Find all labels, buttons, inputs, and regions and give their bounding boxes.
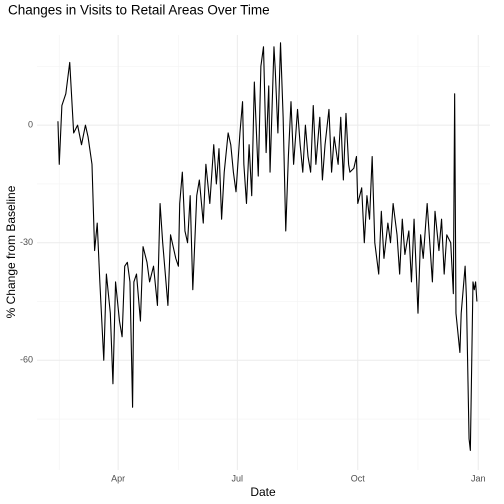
chart-title: Changes in Visits to Retail Areas Over T…: [8, 3, 270, 18]
x-tick-label: Jul: [232, 473, 244, 483]
line: [57, 42, 478, 451]
y-tick-label: -30: [20, 237, 33, 247]
x-tick-label: Apr: [111, 473, 125, 483]
y-tick-label: 0: [28, 120, 33, 130]
y-axis-label: % Change from Baseline: [4, 185, 18, 318]
x-axis-label: Date: [250, 485, 276, 499]
x-tick-label: Jan: [471, 473, 486, 483]
x-tick-label: Oct: [351, 473, 366, 483]
y-tick-label: -60: [20, 355, 33, 365]
